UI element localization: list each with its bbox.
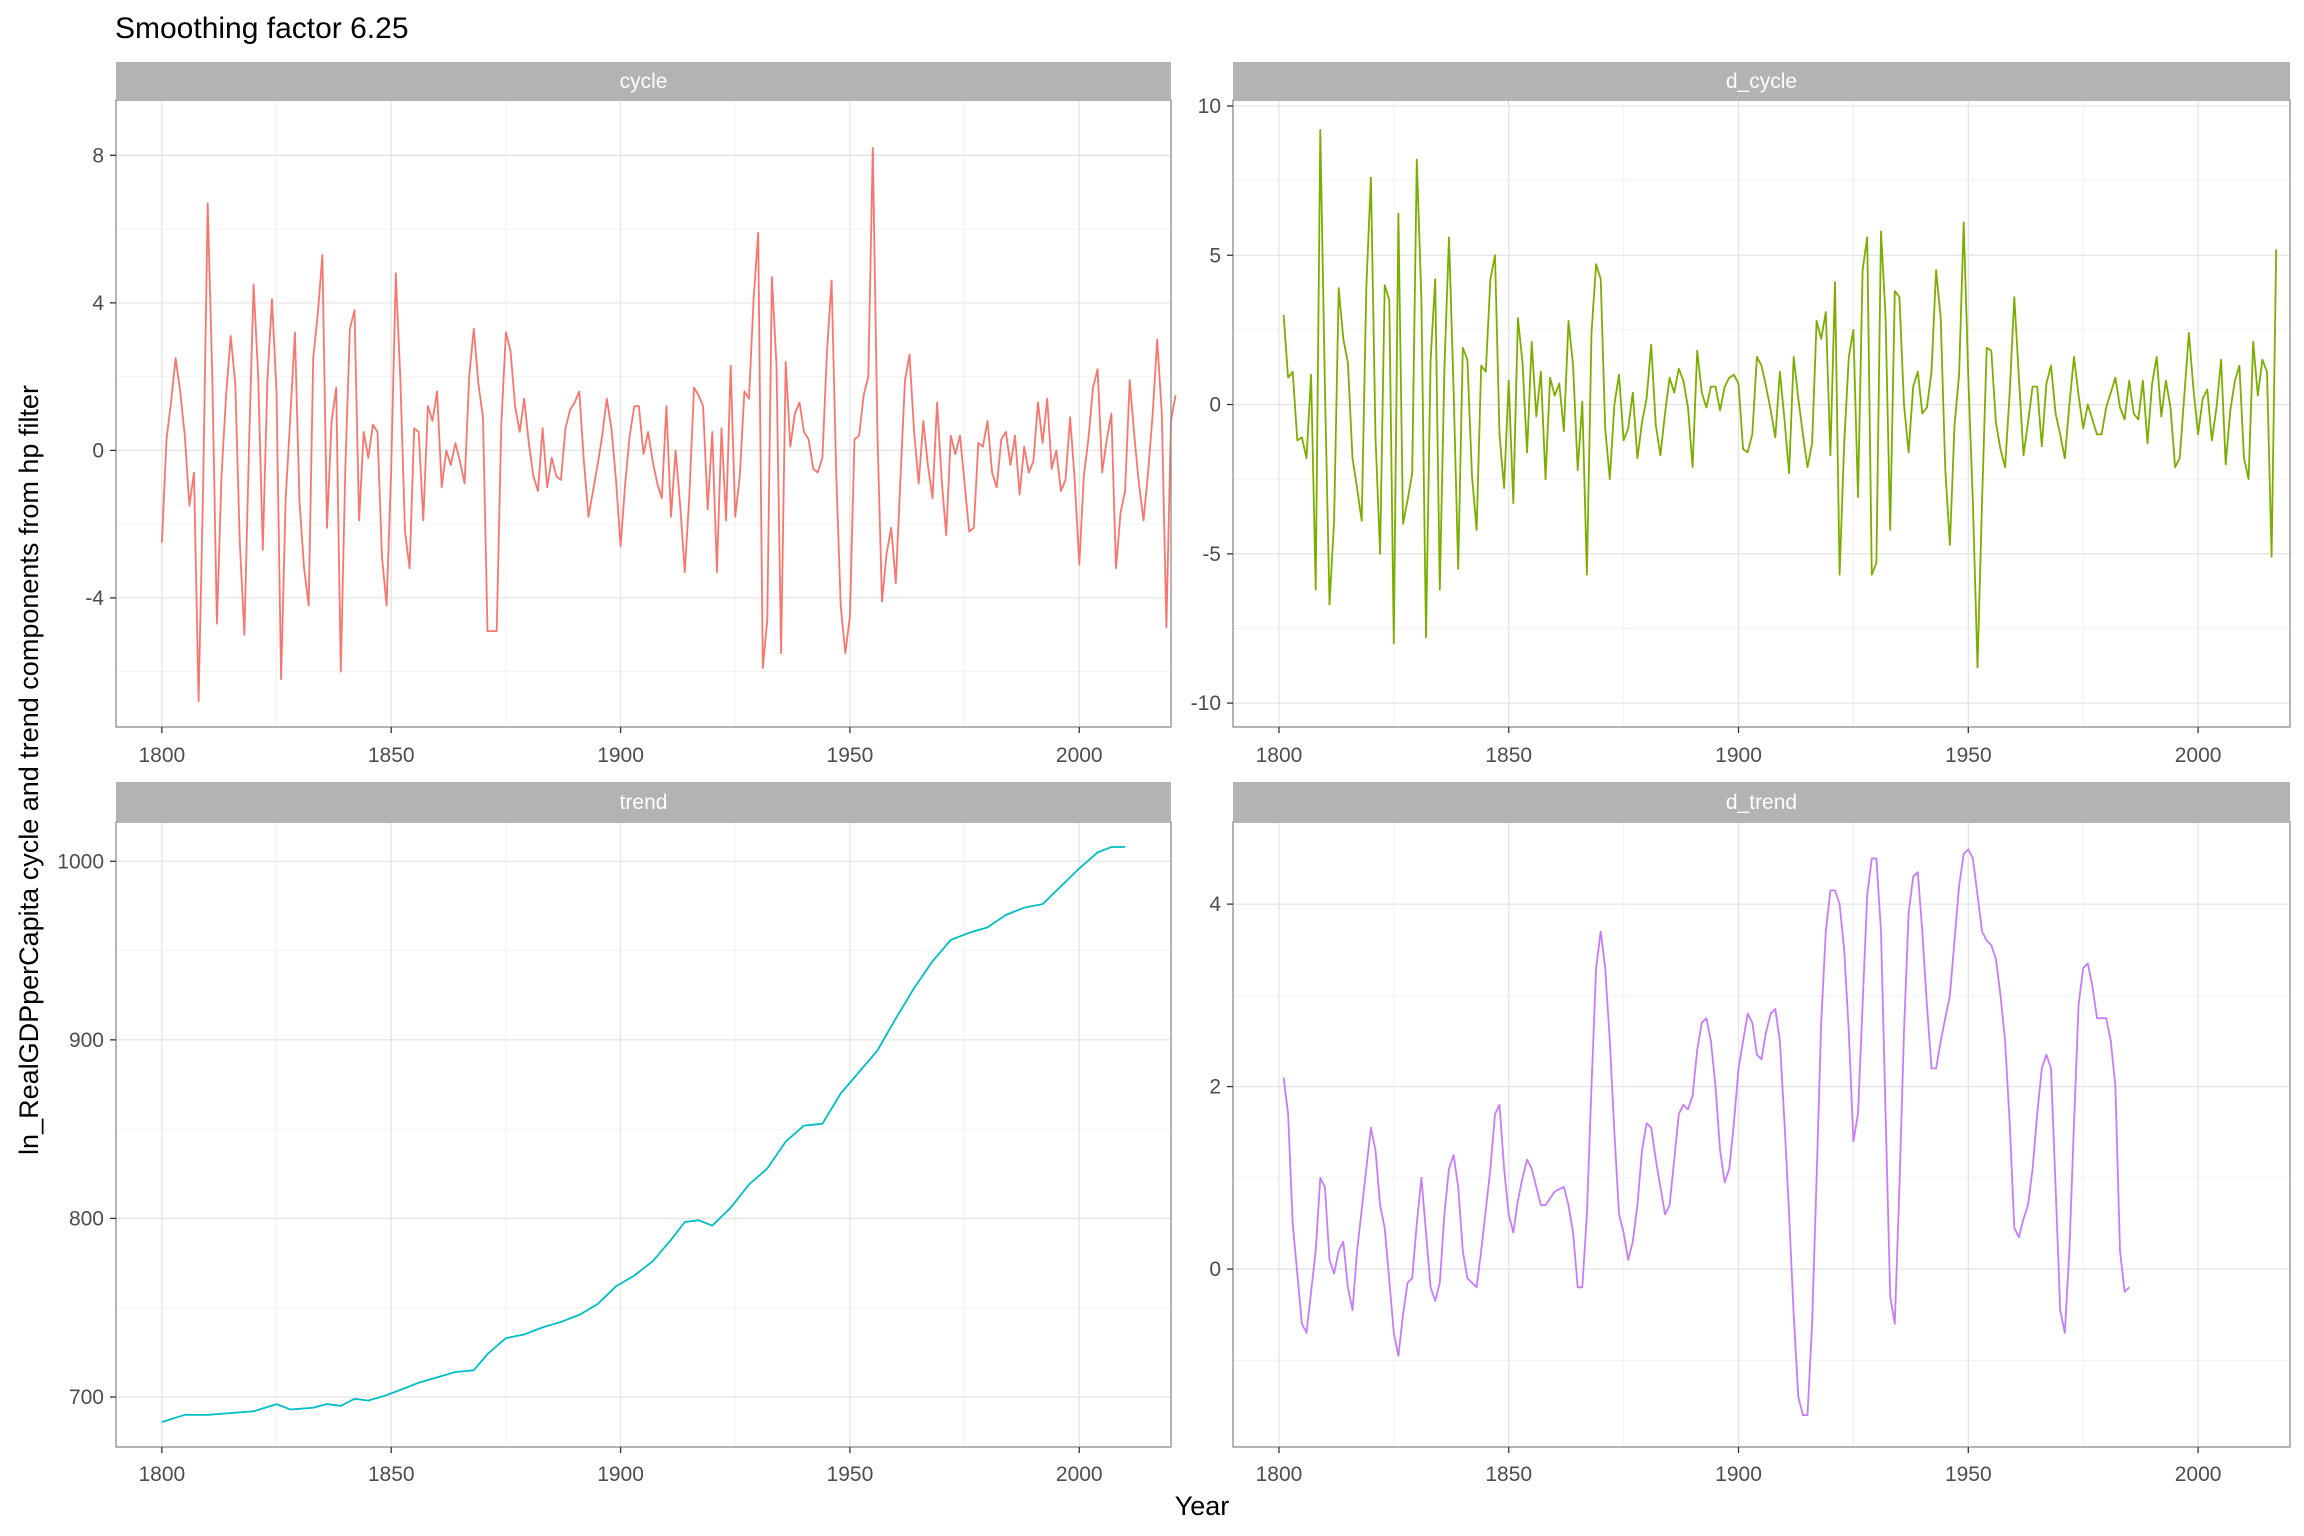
y-tick-label: 1000 [57, 850, 104, 873]
x-tick-label: 1850 [368, 744, 415, 767]
x-tick-label: 1950 [1945, 1463, 1992, 1486]
y-tick-label: 0 [92, 439, 104, 462]
y-tick-label: 2 [1209, 1076, 1221, 1099]
y-tick-label: 700 [69, 1386, 104, 1409]
x-tick-label: 2000 [2175, 1463, 2222, 1486]
y-tick-label: 5 [1209, 244, 1221, 267]
panel-border [115, 99, 1172, 728]
x-tick-label: 1900 [597, 1463, 644, 1486]
y-tick-label: 10 [1198, 95, 1221, 118]
y-tick-label: -5 [1202, 543, 1221, 566]
panel-border [115, 821, 1172, 1448]
x-tick-label: 1950 [1945, 744, 1992, 767]
panel-trend: trend 1800 1850 1900 1950 2000 700 800 900 1000 [57, 782, 1172, 1486]
x-tick-label: 1900 [1715, 1463, 1762, 1486]
chart-title: Smoothing factor 6.25 [115, 12, 409, 45]
x-tick-label: 1800 [1256, 1463, 1303, 1486]
x-tick-label: 1950 [827, 1463, 874, 1486]
series-line-cycle [161, 146, 1177, 703]
x-tick-label: 1850 [368, 1463, 415, 1486]
series-line-d_trend [1282, 848, 2130, 1416]
x-tick-label: 1900 [597, 744, 644, 767]
x-tick-label: 1850 [1485, 744, 1532, 767]
y-axis-title: ln_RealGDPperCapita cycle and trend comp… [14, 385, 44, 1155]
series-line-d_cycle [1282, 128, 2278, 669]
panel-cycle: cycle 1800 1850 1900 1950 2000 -4 0 4 8 [85, 62, 1177, 767]
x-axis-title: Year [1175, 1491, 1230, 1521]
facet-strip [116, 782, 1171, 822]
facet-strip-label: cycle [620, 70, 668, 93]
x-tick-label: 1900 [1715, 744, 1762, 767]
facet-strip-label: trend [620, 791, 668, 814]
facet-strip-label: d_cycle [1726, 70, 1797, 93]
x-tick-label: 1800 [139, 1463, 186, 1486]
y-tick-label: 800 [69, 1207, 104, 1230]
facet-panels: cycle 1800 1850 1900 1950 2000 -4 0 4 8 d_cycle 180… [57, 62, 2291, 1486]
x-tick-label: 2000 [1056, 744, 1103, 767]
x-tick-label: 1800 [1256, 744, 1303, 767]
y-tick-label: 4 [1209, 893, 1221, 916]
y-tick-label: -4 [85, 587, 104, 610]
facet-strip-label: d_trend [1726, 791, 1797, 814]
x-tick-label: 1950 [827, 744, 874, 767]
facet-strip [1233, 62, 2290, 100]
x-tick-label: 2000 [2175, 744, 2222, 767]
y-tick-label: 4 [92, 292, 104, 315]
facet-strip [116, 62, 1171, 100]
panel-border [1232, 821, 2291, 1448]
panel-d_cycle: d_cycle 1800 1850 1900 1950 2000 -10 -5 0 5 10 [1191, 62, 2291, 767]
facet-strip [1233, 782, 2290, 822]
x-tick-label: 2000 [1056, 1463, 1103, 1486]
x-tick-label: 1800 [139, 744, 186, 767]
y-tick-label: -10 [1191, 692, 1221, 715]
x-tick-label: 1850 [1485, 1463, 1532, 1486]
y-tick-label: 900 [69, 1029, 104, 1052]
panel-d_trend: d_trend 1800 1850 1900 1950 2000 0 2 4 [1209, 782, 2291, 1486]
y-tick-label: 0 [1209, 1258, 1221, 1281]
y-tick-label: 0 [1209, 394, 1221, 417]
series-line-trend [161, 846, 1126, 1423]
y-tick-label: 8 [92, 144, 104, 167]
